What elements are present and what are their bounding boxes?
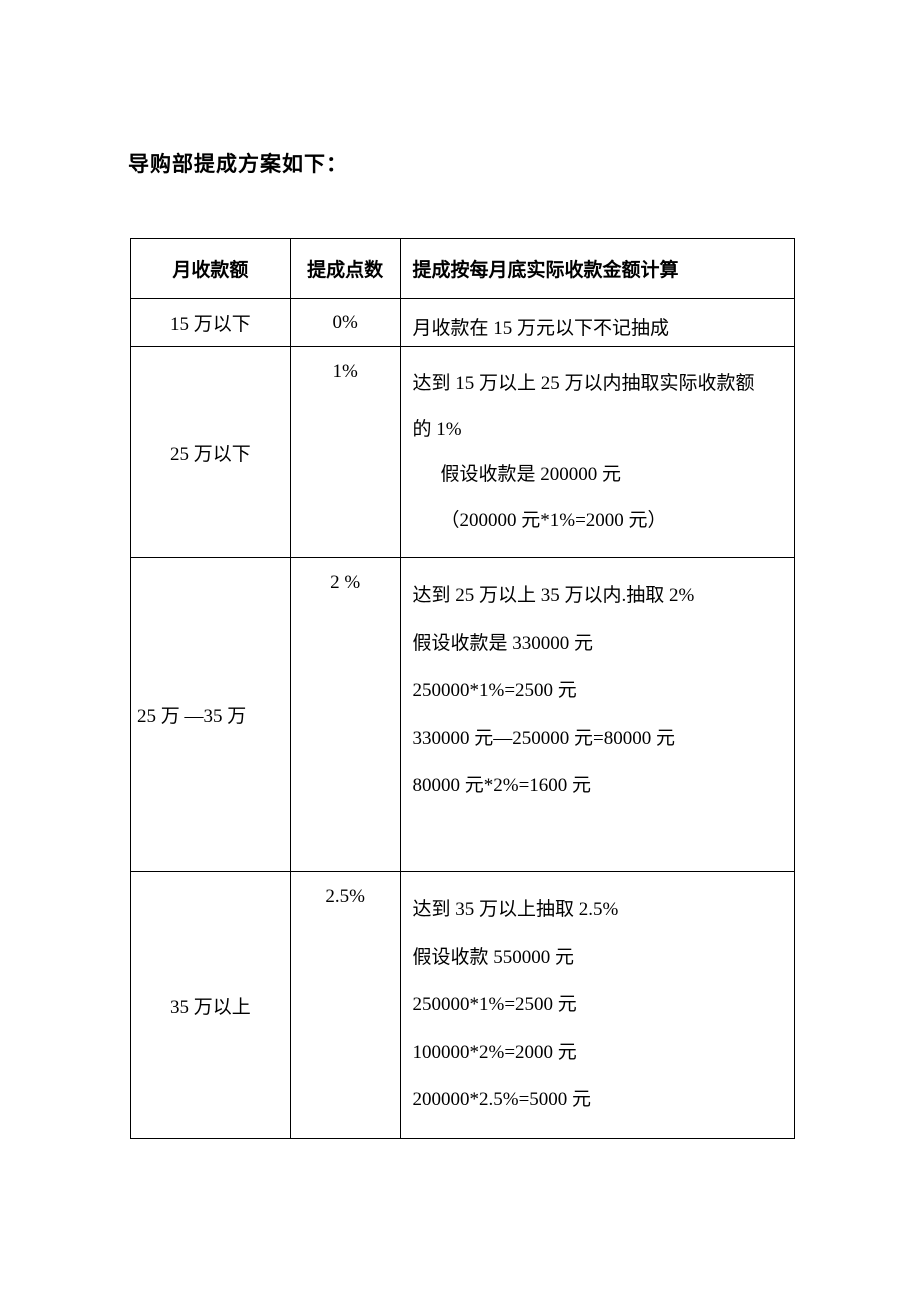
document-title: 导购部提成方案如下： <box>128 148 795 178</box>
table-row: 35 万以上 2.5% 达到 35 万以上抽取 2.5% 假设收款 550000… <box>131 872 795 1139</box>
table-header-row: 月收款额 提成点数 提成按每月底实际收款金额计算 <box>131 239 795 299</box>
table-row: 25 万 —35 万 2 % 达到 25 万以上 35 万以内.抽取 2% 假设… <box>131 558 795 872</box>
cell-rate: 2.5% <box>290 872 400 1139</box>
cell-range: 25 万以下 <box>131 347 291 558</box>
cell-range: 35 万以上 <box>131 872 291 1139</box>
desc-line: 100000*2%=2000 元 <box>413 1029 782 1077</box>
cell-rate: 1% <box>290 347 400 558</box>
desc-line: 250000*1%=2500 元 <box>413 981 782 1029</box>
header-rate: 提成点数 <box>290 239 400 299</box>
desc-line: 200000*2.5%=5000 元 <box>413 1076 782 1124</box>
desc-line: 250000*1%=2500 元 <box>413 667 782 715</box>
desc-line: 80000 元*2%=1600 元 <box>413 762 782 810</box>
desc-line: 假设收款是 330000 元 <box>413 620 782 668</box>
header-desc: 提成按每月底实际收款金额计算 <box>400 239 794 299</box>
desc-line: 达到 35 万以上抽取 2.5% <box>413 886 782 934</box>
cell-range: 15 万以下 <box>131 299 291 347</box>
cell-rate: 0% <box>290 299 400 347</box>
commission-table: 月收款额 提成点数 提成按每月底实际收款金额计算 15 万以下 0% 月收款在 … <box>130 238 795 1139</box>
desc-line: 的 1% <box>413 407 782 453</box>
desc-line: 330000 元—250000 元=80000 元 <box>413 715 782 763</box>
cell-desc: 达到 25 万以上 35 万以内.抽取 2% 假设收款是 330000 元 25… <box>400 558 794 872</box>
desc-line: （200000 元*1%=2000 元） <box>413 498 782 544</box>
cell-range: 25 万 —35 万 <box>131 558 291 872</box>
desc-line: 假设收款是 200000 元 <box>413 452 782 498</box>
table-row: 15 万以下 0% 月收款在 15 万元以下不记抽成 <box>131 299 795 347</box>
desc-line: 达到 25 万以上 35 万以内.抽取 2% <box>413 572 782 620</box>
header-range: 月收款额 <box>131 239 291 299</box>
cell-desc: 月收款在 15 万元以下不记抽成 <box>400 299 794 347</box>
cell-desc: 达到 15 万以上 25 万以内抽取实际收款额 的 1% 假设收款是 20000… <box>400 347 794 558</box>
desc-line: 达到 15 万以上 25 万以内抽取实际收款额 <box>413 361 782 407</box>
table-row: 25 万以下 1% 达到 15 万以上 25 万以内抽取实际收款额 的 1% 假… <box>131 347 795 558</box>
desc-line <box>413 810 782 858</box>
desc-line: 假设收款 550000 元 <box>413 934 782 982</box>
cell-rate: 2 % <box>290 558 400 872</box>
cell-desc: 达到 35 万以上抽取 2.5% 假设收款 550000 元 250000*1%… <box>400 872 794 1139</box>
